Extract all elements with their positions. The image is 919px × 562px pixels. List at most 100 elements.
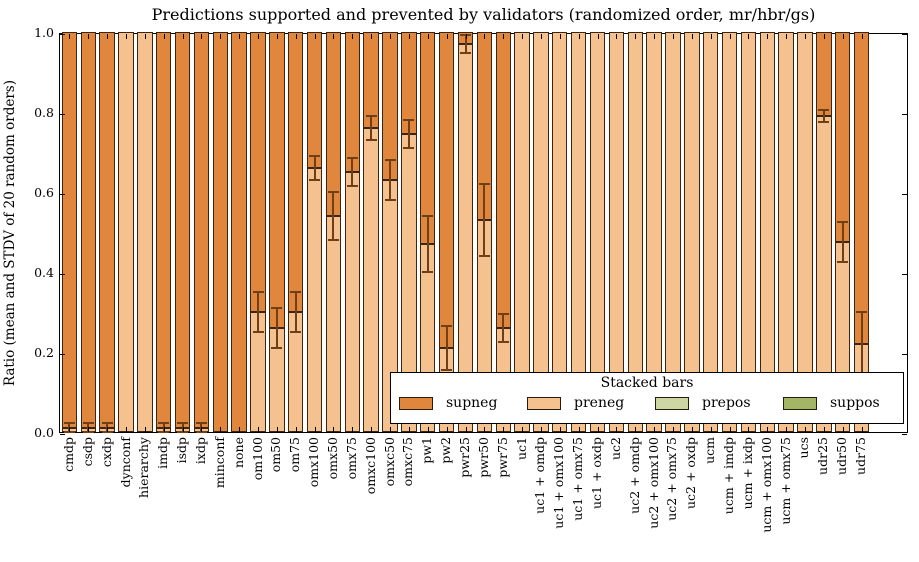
x-tick-label-ixdp: ixdp — [192, 437, 208, 465]
legend-entries: supneg preneg prepos suppos — [391, 395, 903, 411]
top-axis-tick — [597, 34, 599, 39]
error-bar-omx100 — [313, 156, 316, 180]
x-tick-label-pw2: pw2 — [438, 437, 454, 464]
top-axis-tick — [804, 34, 806, 39]
bottom-axis-tick — [371, 427, 373, 432]
bottom-axis-tick — [276, 427, 278, 432]
bottom-axis-tick — [465, 427, 467, 432]
top-axis-tick — [635, 34, 637, 39]
top-axis-tick — [220, 34, 222, 39]
error-bar-cap — [497, 313, 509, 315]
error-bar-omx75 — [351, 158, 354, 186]
error-bar-cap — [837, 221, 849, 223]
error-bar-cap — [327, 239, 339, 241]
bottom-axis-tick — [427, 427, 429, 432]
top-axis-tick — [748, 34, 750, 39]
x-tick-label-uc1 + oxdp: uc1 + oxdp — [589, 437, 605, 510]
error-bar-cap — [82, 431, 94, 433]
error-bar-cap — [818, 109, 830, 111]
error-bar-cap — [63, 431, 75, 433]
top-axis-tick — [616, 34, 618, 39]
top-axis-tick — [390, 34, 392, 39]
top-axis-tick — [691, 34, 693, 39]
top-axis-tick — [88, 34, 90, 39]
error-bar-cap — [271, 347, 283, 349]
bars-layer — [60, 32, 907, 433]
top-axis-tick — [522, 34, 524, 39]
y-tick-label-0.4: 0.4 — [34, 265, 54, 280]
top-axis-tick — [578, 34, 580, 39]
bottom-axis-tick — [786, 427, 788, 432]
error-bar-cap — [460, 51, 471, 54]
top-axis-tick — [126, 34, 127, 39]
x-tick-label-ucs: ucs — [796, 437, 812, 459]
legend-entry-supneg: supneg — [391, 395, 519, 411]
bottom-axis-tick — [654, 427, 656, 432]
error-bar-udr50 — [841, 222, 844, 262]
legend-label-preneg: preneg — [574, 395, 625, 411]
bottom-axis-tick — [408, 427, 410, 432]
error-bar-cap — [177, 422, 189, 425]
y-tick-label-0.6: 0.6 — [34, 185, 54, 200]
legend-entry-prepos: prepos — [647, 395, 775, 411]
top-axis-tick — [258, 34, 260, 39]
error-bar-omxc50 — [389, 160, 392, 200]
top-axis-tick — [710, 34, 712, 39]
error-bar-cap — [403, 147, 415, 149]
error-bar-cap — [101, 422, 113, 425]
error-bar-cap — [384, 159, 396, 161]
error-bar-cap — [158, 422, 170, 425]
bottom-axis-tick — [182, 427, 184, 432]
ticks-layer — [60, 34, 907, 435]
error-bar-cap — [158, 431, 170, 433]
x-tick-label-uc1 + omdp: uc1 + omdp — [532, 437, 548, 514]
error-bar-cap — [837, 261, 849, 263]
y-axis-label-text: Ratio (mean and STDV of 20 random orders… — [2, 79, 18, 387]
bar-segment-preneg-ucm + omx75 — [778, 32, 794, 432]
x-tick-label-om50: om50 — [268, 437, 284, 473]
error-bar-pw2 — [445, 326, 448, 370]
top-axis-tick — [672, 34, 674, 39]
legend: Stacked bars supneg preneg prepos suppos — [390, 372, 904, 424]
bar-segment-preneg-uc1 + oxdp — [589, 32, 606, 432]
legend-swatch-supneg — [399, 396, 433, 410]
x-tick-label-pwr75: pwr75 — [494, 437, 510, 478]
error-bar-cap — [422, 215, 434, 217]
x-tick-label-omx100: omx100 — [306, 437, 322, 488]
error-bar-om75 — [294, 292, 297, 332]
bar-segment-preneg-uc1 — [514, 32, 530, 432]
y-tick-label-1.0: 1.0 — [34, 25, 54, 40]
bottom-axis-tick — [597, 427, 599, 432]
error-bar-cap — [195, 431, 207, 433]
bottom-axis-tick — [861, 427, 863, 432]
error-bar-cap — [290, 291, 302, 293]
y-tick-label-0.2: 0.2 — [34, 345, 54, 360]
bottom-axis-tick — [559, 427, 561, 432]
bottom-axis-tick — [767, 427, 769, 432]
x-tick-label-hierarchy: hierarchy — [136, 437, 152, 498]
legend-swatch-suppos — [783, 396, 817, 410]
top-axis-tick — [333, 34, 335, 39]
error-bar-cap — [327, 191, 339, 193]
error-bar-omxc75 — [407, 120, 410, 148]
x-tick-label-pwr25: pwr25 — [457, 437, 472, 478]
error-bar-cap — [195, 422, 207, 425]
top-axis-tick — [767, 34, 769, 39]
top-axis-tick — [465, 34, 467, 39]
bar-segment-preneg-uc1 + omx100 — [552, 32, 568, 432]
right-axis-tick — [902, 194, 907, 195]
bar-segment-preneg-ucm + omx100 — [759, 32, 775, 432]
top-axis-tick — [503, 34, 505, 39]
top-axis-tick — [182, 34, 184, 39]
bar-segment-preneg-uc2 + omx100 — [646, 32, 662, 432]
x-tick-label-om100: om100 — [249, 437, 265, 481]
legend-swatch-prepos — [655, 396, 689, 410]
right-axis-tick — [902, 274, 907, 275]
top-axis-tick — [729, 34, 731, 39]
x-tick-label-ucm + omx75: ucm + omx75 — [777, 437, 793, 525]
bar-segment-preneg-uc1 + omx75 — [570, 32, 587, 432]
error-bar-cap — [441, 369, 453, 371]
x-tick-label-csdp: csdp — [79, 437, 95, 467]
top-axis-tick — [201, 34, 203, 39]
error-bar-udr25 — [822, 110, 825, 122]
